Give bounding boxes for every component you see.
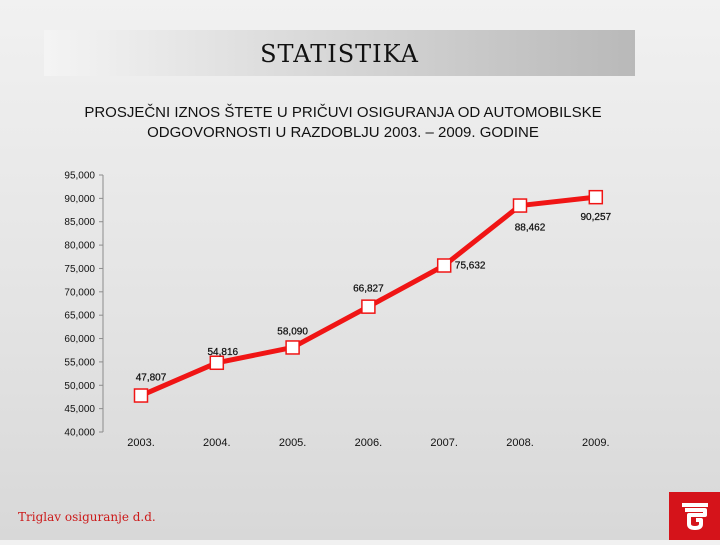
data-point — [361, 299, 376, 314]
x-tick-label: 2008. — [506, 437, 534, 449]
data-label: 58,090 — [277, 326, 308, 337]
chart-title-line-1: PROSJEČNI IZNOS ŠTETE U PRIČUVI OSIGURAN… — [84, 104, 602, 121]
y-tick-label: 90,000 — [64, 194, 95, 205]
x-tick-label: 2004. — [203, 437, 231, 449]
data-label: 88,462 — [515, 223, 546, 234]
data-label: 90,257 — [581, 212, 612, 223]
data-point — [209, 355, 225, 371]
y-tick-label: 45,000 — [64, 404, 95, 415]
slide-heading: STATISTIKA — [260, 40, 419, 68]
y-tick-label: 65,000 — [64, 311, 95, 322]
y-tick-label: 70,000 — [64, 287, 95, 298]
y-tick-label: 80,000 — [64, 241, 95, 252]
chart-title-line-2: ODGOVORNOSTI U RAZDOBLJU 2003. – 2009. G… — [147, 124, 539, 141]
y-tick-label: 40,000 — [64, 428, 95, 439]
x-tick-label: 2009. — [582, 437, 610, 449]
data-point — [588, 189, 604, 205]
x-tick-label: 2003. — [127, 437, 155, 449]
data-point — [133, 388, 149, 403]
y-tick-label: 55,000 — [64, 357, 95, 368]
x-tick-label: 2007. — [430, 437, 458, 449]
chart-title: PROSJEČNI IZNOS ŠTETE U PRIČUVI OSIGURAN… — [48, 103, 638, 143]
y-tick-label: 60,000 — [64, 334, 95, 345]
y-tick-label: 75,000 — [64, 264, 95, 275]
y-tick-label: 95,000 — [64, 171, 95, 182]
data-label: 54,816 — [208, 347, 239, 358]
data-label: 75,632 — [455, 261, 486, 272]
y-tick-label: 85,000 — [64, 217, 95, 228]
data-point — [436, 258, 452, 273]
y-tick-label: 50,000 — [64, 381, 95, 392]
company-footer: Triglav osiguranje d.d. — [18, 510, 156, 524]
data-point — [285, 340, 300, 355]
data-label: 66,827 — [353, 284, 384, 295]
x-tick-label: 2006. — [355, 437, 383, 449]
x-tick-label: 2005. — [279, 437, 307, 449]
data-label: 47,807 — [136, 373, 167, 384]
triglav-logo — [669, 492, 720, 540]
title-bar: STATISTIKA — [44, 30, 635, 76]
data-point — [512, 198, 528, 213]
